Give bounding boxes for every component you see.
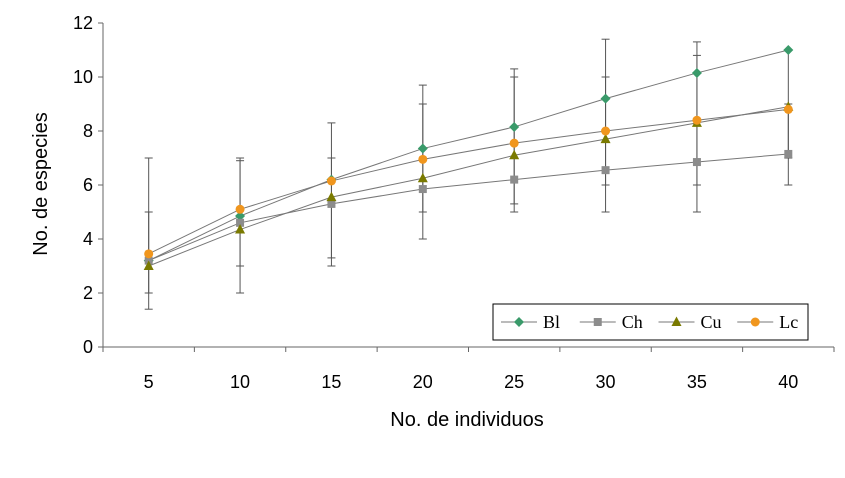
data-point-bl: [417, 143, 428, 154]
legend-label: Bl: [543, 312, 560, 332]
data-point-ch: [510, 175, 519, 184]
data-point-ch: [601, 166, 610, 175]
legend-marker: [750, 317, 760, 327]
legend-item-lc: Lc: [737, 312, 798, 332]
data-point-bl: [509, 121, 520, 132]
x-tick-label: 5: [144, 372, 154, 392]
series-line-cu: [148, 106, 789, 267]
y-tick-label: 0: [83, 337, 93, 357]
x-tick-label: 10: [230, 372, 250, 392]
data-point-ch: [784, 149, 793, 158]
y-tick-label: 6: [83, 175, 93, 195]
series-line-lc: [148, 108, 789, 255]
x-axis-title: No. de individuos: [390, 409, 543, 431]
y-axis-title: No. de especies: [30, 112, 52, 255]
x-tick-label: 35: [687, 372, 707, 392]
data-point-cu: [326, 191, 337, 202]
data-point-cu: [509, 149, 520, 160]
data-point-ch: [327, 199, 336, 208]
data-point-lc: [601, 126, 611, 136]
series-line-bl: [148, 49, 789, 262]
data-point-cu: [600, 133, 611, 144]
legend-item-bl: Bl: [501, 312, 560, 332]
data-point-lc: [235, 204, 245, 214]
legend-item-ch: Ch: [579, 312, 643, 332]
legend-label: Ch: [622, 312, 643, 332]
data-point-cu: [417, 172, 428, 183]
tick-labels: 0 2 4 6 8 10 12 5 10 15 20 25 30 35 40: [73, 13, 798, 392]
data-point-ch: [236, 218, 245, 227]
error-bars: [144, 38, 793, 310]
data-point-bl: [783, 45, 794, 55]
data-point-bl: [600, 93, 611, 104]
legend-marker: [514, 317, 524, 327]
data-point-ch: [692, 158, 701, 167]
legend-item-cu: Cu: [658, 312, 722, 332]
axes: [98, 22, 835, 352]
y-tick-label: 2: [83, 283, 93, 303]
legend-marker: [671, 316, 682, 326]
data-point-ch: [418, 185, 427, 194]
data-point-lc: [692, 115, 702, 125]
data-point-lc: [509, 138, 519, 148]
legend-label: Lc: [779, 312, 798, 332]
data-point-bl: [691, 67, 702, 78]
series-markers: [143, 45, 794, 270]
x-tick-label: 30: [596, 372, 616, 392]
data-point-lc: [418, 154, 428, 164]
y-tick-label: 4: [83, 229, 93, 249]
data-point-lc: [144, 249, 154, 259]
y-tick-label: 10: [73, 67, 93, 87]
legend-label: Cu: [701, 312, 722, 332]
data-point-lc: [326, 176, 336, 186]
data-point-cu: [235, 224, 246, 234]
data-point-bl: [235, 211, 246, 222]
series-line-ch: [148, 153, 789, 262]
y-tick-label: 8: [83, 121, 93, 141]
data-point-lc: [783, 104, 793, 114]
legend: Bl Ch Cu Lc: [492, 303, 809, 341]
data-point-cu: [143, 260, 154, 270]
x-tick-label: 15: [321, 372, 341, 392]
series-lines: [148, 49, 789, 267]
x-tick-label: 40: [778, 372, 798, 392]
y-tick-label: 12: [73, 13, 93, 33]
legend-marker: [593, 318, 602, 326]
x-tick-label: 20: [413, 372, 433, 392]
error-bar: [327, 157, 336, 259]
x-tick-label: 25: [504, 372, 524, 392]
